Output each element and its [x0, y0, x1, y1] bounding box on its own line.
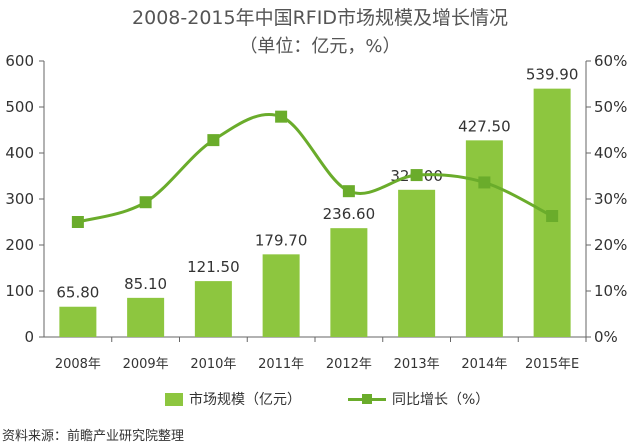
source-note: 资料来源：前瞻产业研究院整理: [2, 429, 185, 444]
x-tick-label: 2011年: [258, 357, 304, 372]
growth-marker: [139, 196, 152, 209]
chart-legend: 市场规模（亿元） 同比增长（%）: [0, 389, 640, 409]
growth-line: [77, 113, 553, 224]
bar: [194, 281, 232, 337]
growth-marker: [275, 110, 288, 123]
growth-marker: [546, 210, 559, 223]
x-tick-label: 2009年: [123, 357, 169, 372]
y-right-tick-label: 0%: [594, 328, 618, 346]
legend-item-line: 同比增长（%）: [348, 389, 489, 409]
y-left-tick-label: 600: [5, 52, 34, 70]
legend-line-swatch: [348, 393, 386, 406]
legend-bar-swatch: [165, 392, 183, 406]
x-tick-label: 2012年: [326, 357, 372, 372]
chart-title: 2008-2015年中国RFID市场规模及增长情况: [132, 7, 508, 29]
legend-bar-label: 市场规模（亿元）: [189, 392, 301, 408]
bar: [398, 189, 436, 337]
growth-marker: [410, 169, 423, 182]
growth-marker: [478, 176, 491, 189]
y-left-tick-label: 400: [5, 144, 34, 162]
y-right-tick-label: 10%: [594, 282, 627, 300]
y-left-tick-label: 100: [5, 282, 34, 300]
bar-value-label: 65.80: [56, 284, 99, 302]
x-tick-label: 2013年: [394, 357, 440, 372]
bar-value-label: 236.60: [323, 205, 376, 223]
growth-marker: [71, 216, 84, 228]
y-left-tick-label: 200: [5, 236, 34, 254]
bar: [127, 297, 165, 337]
bar-value-label: 121.50: [187, 258, 240, 276]
x-tick-label: 2010年: [190, 357, 236, 372]
growth-marker: [342, 185, 355, 198]
x-tick-label: 2015年E: [525, 357, 579, 372]
y-right-tick-label: 50%: [594, 98, 627, 116]
x-tick-label: 2008年: [55, 357, 101, 372]
y-left-tick-label: 500: [5, 98, 34, 116]
bar: [330, 228, 368, 337]
bar-value-label: 427.50: [458, 117, 511, 135]
growth-marker: [207, 134, 220, 147]
x-tick-label: 2014年: [461, 357, 507, 372]
legend-item-bar: 市场规模（亿元）: [165, 389, 301, 409]
legend-line-label: 同比增长（%）: [392, 392, 490, 408]
bar: [59, 306, 97, 337]
y-left-tick-label: 0: [24, 328, 34, 346]
y-left-tick-label: 300: [5, 190, 34, 208]
bar-value-label: 179.70: [255, 231, 308, 249]
bar: [465, 140, 503, 337]
y-right-tick-label: 60%: [594, 52, 627, 70]
bar-value-label: 539.90: [526, 66, 579, 84]
bar-value-label: 85.10: [124, 275, 167, 293]
chart-subtitle: （单位：亿元，%）: [239, 36, 401, 57]
y-right-tick-label: 40%: [594, 144, 627, 162]
y-right-tick-label: 30%: [594, 190, 627, 208]
bar: [262, 254, 300, 337]
y-right-tick-label: 20%: [594, 236, 627, 254]
